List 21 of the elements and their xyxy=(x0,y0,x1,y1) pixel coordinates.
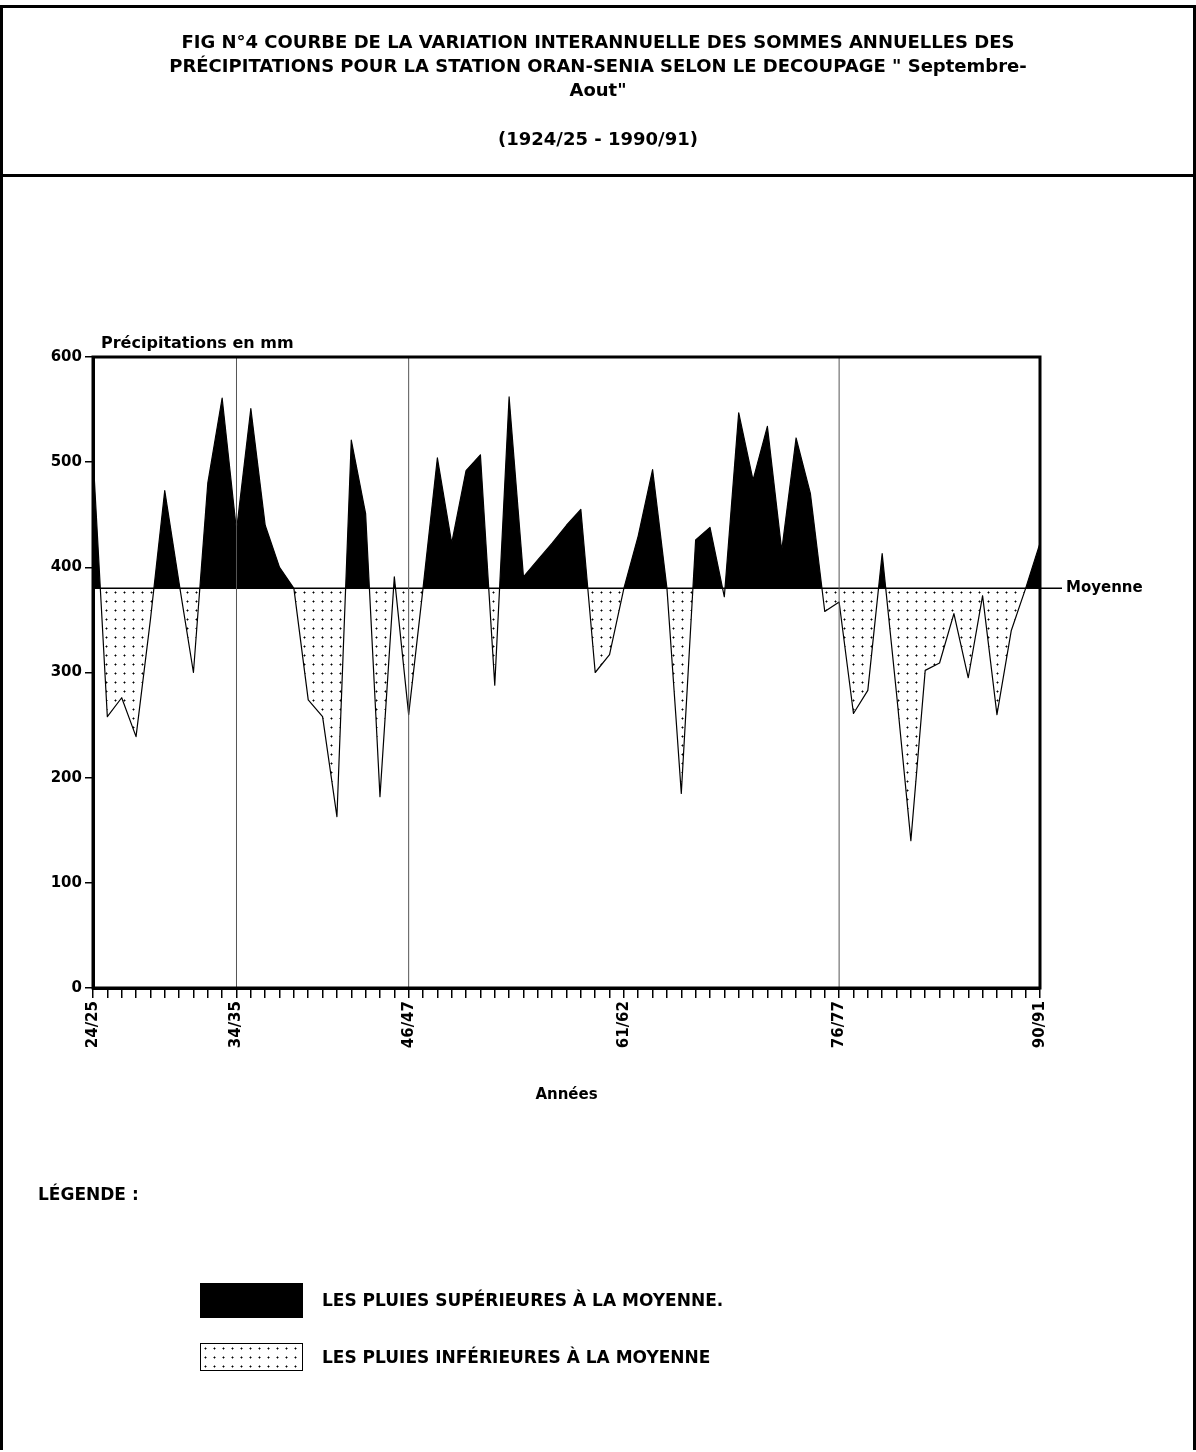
chart-title: FIG N°4 COURBE DE LA VARIATION INTERANNUELLE DES SOMMES ANNUELLES DES PRÉCIPITATIONS POUR LA STATION ORAN-SENIA SELON LE DECOUPAGE " Septembre-Aout" xyxy=(168,30,1028,102)
y-tick-label: 400 xyxy=(50,557,82,576)
text: LES PLUIES INFÉRIEURES À LA MOYENNE xyxy=(322,1347,711,1367)
y-axis-title: Précipitations en mm xyxy=(101,333,294,352)
y-tick-label: 600 xyxy=(50,346,82,365)
x-tick-label: 46/47 xyxy=(398,1001,417,1049)
x-tick-label: 24/25 xyxy=(82,1001,101,1049)
y-tick-label: 200 xyxy=(50,767,82,786)
chart-subtitle: (1924/25 - 1990/91) xyxy=(497,128,699,149)
ref-line-label: Moyenne xyxy=(1066,578,1143,597)
y-tick-label: 500 xyxy=(50,452,82,471)
x-tick-label: 34/35 xyxy=(226,1001,245,1049)
x-tick-label: 90/91 xyxy=(1029,1001,1048,1049)
legend-title: LÉGENDE : xyxy=(38,1184,139,1204)
text: LES PLUIES SUPÉRIEURES À LA MOYENNE. xyxy=(322,1290,724,1310)
y-tick-label: 0 xyxy=(71,977,82,996)
y-tick-label: 100 xyxy=(50,872,82,891)
x-tick-label: 76/77 xyxy=(829,1001,848,1049)
x-axis-title: Années xyxy=(535,1084,598,1103)
y-tick-label: 300 xyxy=(50,662,82,681)
x-tick-label: 61/62 xyxy=(613,1001,632,1049)
